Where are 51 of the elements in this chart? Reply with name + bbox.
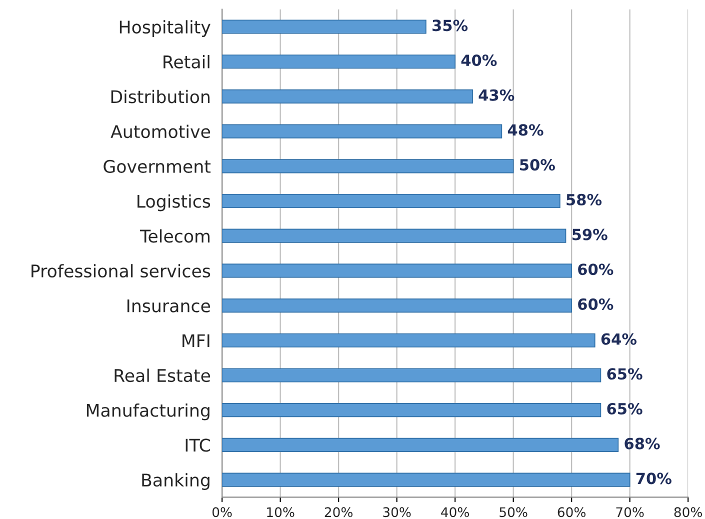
bar <box>222 472 630 487</box>
data-label: 50% <box>520 159 555 171</box>
data-label: 64% <box>601 333 637 345</box>
y-tick-label: Logistics <box>138 194 210 212</box>
data-label: 35% <box>432 20 468 32</box>
data-label: 70% <box>636 472 672 484</box>
y-tick-label: Automotive <box>110 124 210 138</box>
data-label: 40% <box>461 54 497 66</box>
x-tick-label: 60% <box>558 507 586 518</box>
data-label: 58% <box>566 194 602 206</box>
bar <box>222 298 572 313</box>
y-tick-label: Professional services <box>32 264 210 278</box>
y-tick-label: Manufacturing <box>86 403 210 420</box>
bar <box>222 368 602 382</box>
y-tick-label: Real Estate <box>114 368 210 382</box>
data-label: 59% <box>572 228 608 240</box>
bar <box>222 89 473 104</box>
data-label: 60% <box>578 264 614 276</box>
x-tick-label: 50% <box>500 507 528 518</box>
bar <box>222 228 566 243</box>
y-tick-label: Government <box>104 160 211 173</box>
data-label: 65% <box>607 402 642 415</box>
x-tick-label: 70% <box>616 507 644 518</box>
x-tick-label: 0% <box>212 507 232 518</box>
x-tick-label: 10% <box>267 507 294 518</box>
data-label: 48% <box>508 124 544 136</box>
x-tick-label: 40% <box>441 507 470 518</box>
y-tick-label: Telecom <box>140 229 210 243</box>
y-tick-label: Retail <box>164 55 210 68</box>
x-tick-label: 80% <box>674 507 702 518</box>
y-tick-label: Banking <box>142 473 210 490</box>
y-tick-label: ITC <box>186 438 210 452</box>
bar <box>222 159 514 174</box>
y-tick-label: MFI <box>182 334 210 347</box>
bar <box>222 264 572 278</box>
bar <box>222 333 596 348</box>
y-tick-label: Insurance <box>127 299 210 312</box>
bar <box>222 20 426 34</box>
x-tick-label: 20% <box>324 507 353 518</box>
x-tick-label: 30% <box>383 507 411 518</box>
y-tick-label: Hospitality <box>120 20 210 37</box>
y-tick-label: Distribution <box>111 90 210 104</box>
bar <box>222 124 502 138</box>
data-label: 60% <box>578 298 614 310</box>
data-label: 68% <box>624 438 660 450</box>
data-label: 43% <box>478 89 514 101</box>
bar <box>222 438 619 452</box>
data-label: 65% <box>607 368 642 380</box>
bar <box>222 194 560 208</box>
bar <box>222 54 456 69</box>
bar <box>222 403 602 418</box>
